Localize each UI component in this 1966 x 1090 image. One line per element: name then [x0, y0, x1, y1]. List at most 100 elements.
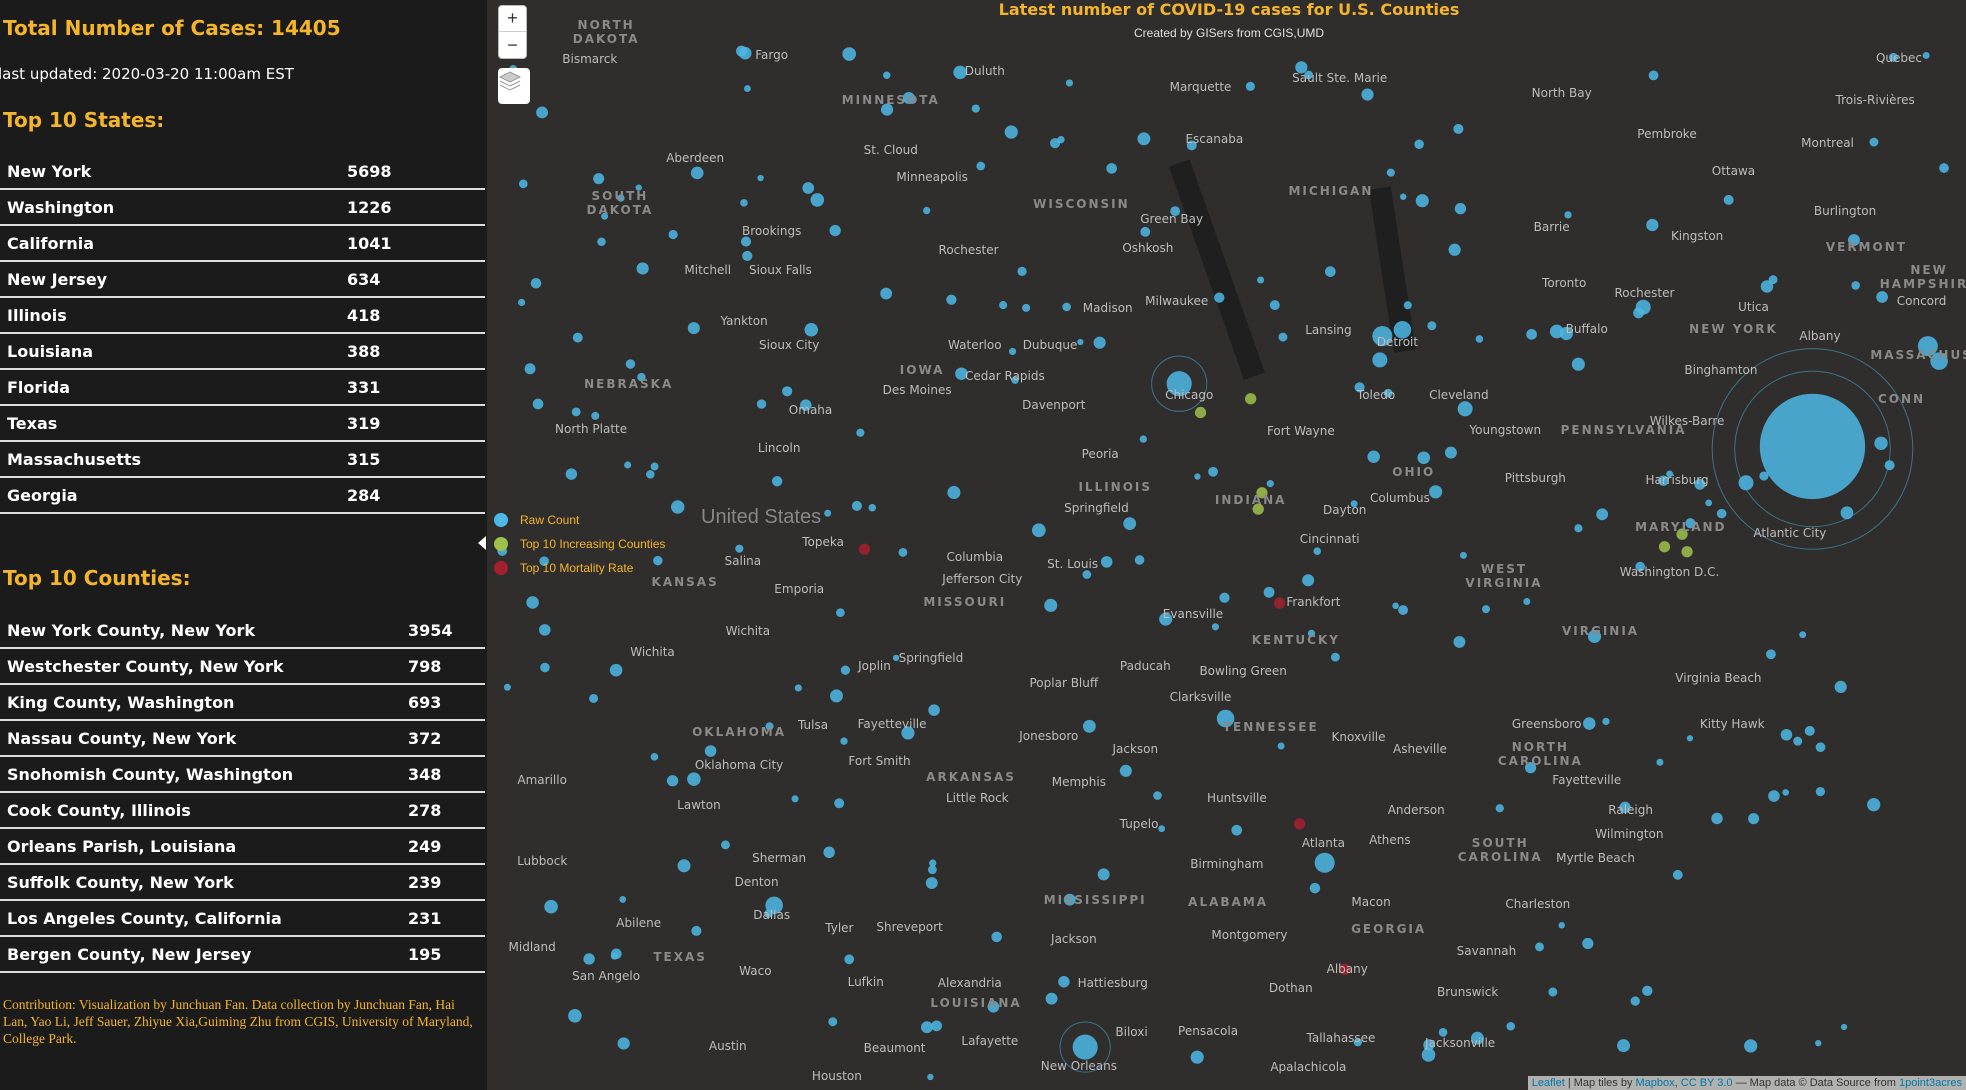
case-circle[interactable]	[1372, 326, 1393, 347]
case-circle[interactable]	[927, 865, 937, 875]
case-circle[interactable]	[1134, 555, 1145, 565]
case-circle[interactable]	[1768, 275, 1778, 285]
case-circle[interactable]	[518, 179, 528, 189]
case-circle[interactable]	[828, 1017, 838, 1027]
case-circle[interactable]	[1044, 598, 1058, 612]
case-circle[interactable]	[1642, 985, 1653, 996]
case-circle[interactable]	[1302, 574, 1315, 587]
case-circle[interactable]	[1438, 1027, 1448, 1037]
case-circle[interactable]	[650, 753, 659, 761]
case-circle[interactable]	[653, 555, 663, 566]
case-circle[interactable]	[782, 386, 793, 397]
case-circle[interactable]	[704, 745, 717, 757]
case-circle[interactable]	[1939, 163, 1949, 173]
case-circle[interactable]	[1031, 523, 1046, 538]
case-circle[interactable]	[687, 322, 700, 335]
mortality-circle[interactable]	[1293, 818, 1306, 830]
case-circle[interactable]	[1766, 649, 1776, 660]
case-circle[interactable]	[810, 193, 825, 207]
case-circle[interactable]	[619, 896, 627, 903]
case-circle[interactable]	[1548, 987, 1558, 997]
case-circle[interactable]	[740, 236, 752, 247]
case-circle[interactable]	[1278, 332, 1288, 342]
case-circle[interactable]	[1159, 612, 1173, 626]
increasing-county-circle[interactable]	[1252, 503, 1264, 515]
case-circle[interactable]	[1815, 1039, 1822, 1047]
case-circle[interactable]	[1705, 499, 1713, 507]
case-circle-new-york[interactable]	[1759, 393, 1866, 500]
case-circle[interactable]	[802, 182, 815, 194]
case-circle[interactable]	[565, 468, 578, 480]
case-circle[interactable]	[1137, 132, 1151, 146]
case-circle[interactable]	[1190, 1050, 1204, 1064]
case-circle[interactable]	[668, 229, 678, 240]
case-circle[interactable]	[646, 470, 655, 479]
case-circle[interactable]	[1459, 551, 1467, 559]
case-circle[interactable]	[1415, 194, 1429, 208]
case-circle[interactable]	[624, 461, 632, 469]
case-circle[interactable]	[1414, 139, 1424, 150]
case-circle[interactable]	[1072, 1034, 1098, 1060]
case-circle[interactable]	[589, 693, 599, 704]
case-circle[interactable]	[1313, 547, 1322, 555]
case-circle[interactable]	[1058, 976, 1070, 988]
case-circle[interactable]	[1672, 869, 1683, 880]
mortality-circle[interactable]	[1339, 963, 1351, 975]
case-circle[interactable]	[1815, 786, 1826, 797]
case-circle[interactable]	[765, 722, 774, 731]
case-circle[interactable]	[740, 199, 748, 207]
case-circle[interactable]	[1386, 168, 1395, 177]
case-circle[interactable]	[610, 952, 618, 960]
increasing-county-circle[interactable]	[1245, 393, 1257, 405]
case-circle[interactable]	[1646, 218, 1659, 232]
case-circle[interactable]	[1840, 1023, 1848, 1031]
case-circle[interactable]	[597, 237, 606, 247]
case-circle[interactable]	[1065, 79, 1074, 87]
case-circle[interactable]	[687, 772, 701, 786]
case-circle[interactable]	[677, 859, 691, 873]
case-circle[interactable]	[946, 294, 957, 305]
case-circle[interactable]	[617, 1037, 630, 1050]
case-circle[interactable]	[856, 428, 865, 437]
case-circle[interactable]	[1421, 1048, 1436, 1062]
case-circle[interactable]	[840, 737, 848, 745]
case-circle[interactable]	[1851, 281, 1860, 290]
case-circle[interactable]	[1077, 338, 1084, 346]
case-circle[interactable]	[1564, 211, 1572, 219]
case-circle[interactable]	[991, 931, 1002, 943]
case-circle[interactable]	[1063, 893, 1076, 906]
case-circle[interactable]	[743, 85, 751, 93]
zoom-out-button[interactable]: −	[507, 34, 518, 55]
case-circle[interactable]	[1656, 758, 1664, 766]
case-circle[interactable]	[1017, 266, 1027, 277]
increasing-county-circle[interactable]	[1256, 487, 1268, 499]
case-circle[interactable]	[1354, 382, 1365, 393]
case-circle[interactable]	[637, 372, 646, 382]
case-circle[interactable]	[794, 684, 802, 692]
case-circle[interactable]	[1219, 592, 1230, 603]
case-circle[interactable]	[1759, 471, 1769, 481]
case-circle[interactable]	[568, 1009, 582, 1023]
case-circle[interactable]	[1834, 680, 1847, 694]
case-circle[interactable]	[1011, 376, 1019, 384]
case-circle[interactable]	[536, 106, 548, 119]
case-circle[interactable]	[1100, 556, 1113, 568]
case-circle[interactable]	[1526, 328, 1537, 340]
case-circle[interactable]	[524, 363, 536, 375]
case-circle[interactable]	[1711, 812, 1723, 825]
case-circle[interactable]	[883, 71, 891, 79]
case-circle[interactable]	[635, 184, 642, 191]
case-circle[interactable]	[931, 1020, 943, 1032]
case-circle[interactable]	[842, 47, 857, 61]
case-circle[interactable]	[902, 91, 915, 105]
case-circle[interactable]	[927, 1073, 934, 1081]
case-circle[interactable]	[1448, 243, 1461, 256]
case-circle[interactable]	[1716, 508, 1727, 519]
case-circle[interactable]	[1398, 605, 1409, 616]
case-circle[interactable]	[1685, 518, 1696, 529]
case-circle[interactable]	[1399, 193, 1407, 200]
case-circle[interactable]	[1780, 728, 1793, 741]
case-circle[interactable]	[1008, 347, 1017, 356]
case-circle[interactable]	[1760, 280, 1774, 293]
case-circle[interactable]	[929, 859, 937, 867]
